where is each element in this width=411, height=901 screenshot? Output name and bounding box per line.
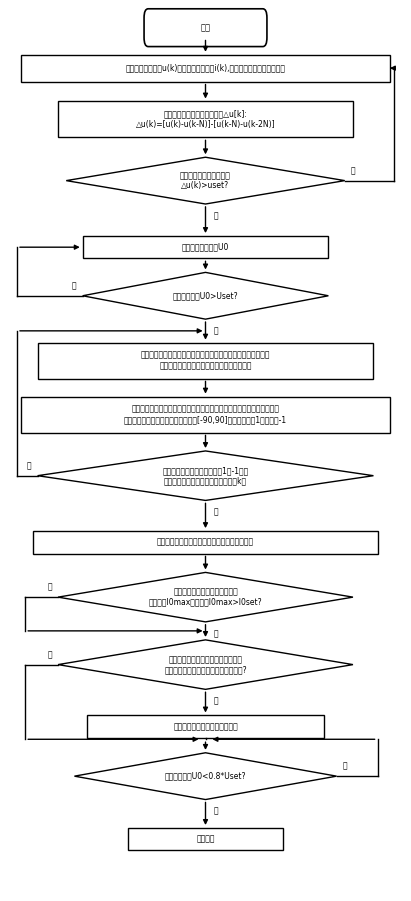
Text: 计算当前时刻零序电压突变量△u[k]:
△u(k)=[u(k)-u(k-N)]-[u(k-N)-u(k-2N)]: 计算当前时刻零序电压突变量△u[k]: △u(k)=[u(k)-u(k-N)]-… [136, 110, 275, 129]
Text: 取采样数据窗内最大峰值，以它为中心取一周波数据进行傅氏运
算，计算零序电压零序电流基波和各高频分量: 取采样数据窗内最大峰值，以它为中心取一周波数据进行傅氏运 算，计算零序电压零序电… [141, 350, 270, 370]
Text: 零序电压幅值U0>Uset?: 零序电压幅值U0>Uset? [173, 291, 238, 300]
Text: 找到幅值最大的特征频率，将各线路特征频率对应值由大到小排序，并以
首线路为参考计算相位差，相位差在[-90,90]间，置标识得1，否则为-1: 找到幅值最大的特征频率，将各线路特征频率对应值由大到小排序，并以 首线路为参考计… [124, 405, 287, 424]
Text: 计算零序电压幅值U0: 计算零序电压幅值U0 [182, 242, 229, 251]
Text: 是: 是 [214, 507, 218, 516]
Polygon shape [58, 640, 353, 689]
Text: 否: 否 [72, 281, 76, 290]
Text: 若有且仅有一条线路标识符为1或-1，且
其对应幅值大于其它线路幅值之和的k倍: 若有且仅有一条线路标识符为1或-1，且 其对应幅值大于其它线路幅值之和的k倍 [162, 466, 249, 486]
Text: 是: 是 [214, 806, 218, 815]
Text: 判定该线路为接地线路，本次为单线路接地故障: 判定该线路为接地线路，本次为单线路接地故障 [157, 538, 254, 547]
Text: 取零序电流基波幅值最大线路，
取其幅值I0max，比较：I0max>I0set?: 取零序电流基波幅值最大线路， 取其幅值I0max，比较：I0max>I0set? [149, 587, 262, 607]
Text: 否: 否 [214, 211, 218, 220]
Polygon shape [74, 752, 337, 799]
Text: 根据电压突变量启动判断
△u(k)>uset?: 根据电压突变量启动判断 △u(k)>uset? [180, 171, 231, 190]
Polygon shape [37, 450, 374, 500]
Text: 否: 否 [343, 761, 347, 770]
Polygon shape [83, 272, 328, 319]
Bar [37, 342, 374, 378]
Bar [33, 531, 378, 553]
Text: 故障返回: 故障返回 [196, 834, 215, 843]
Bar [58, 102, 353, 138]
Text: 否: 否 [27, 461, 31, 470]
Bar [87, 715, 324, 738]
Text: 是: 是 [351, 166, 356, 175]
Text: 本次接地为异名相两点接地故障: 本次接地为异名相两点接地故障 [173, 723, 238, 732]
Bar [21, 55, 390, 82]
Bar [128, 828, 283, 851]
Polygon shape [58, 572, 353, 622]
Text: 是: 是 [214, 326, 218, 335]
Text: 是: 是 [214, 696, 218, 705]
Bar [83, 236, 328, 259]
FancyBboxPatch shape [144, 9, 267, 47]
Text: 取基波零序电流幅值最大的两条线路
这两条线路基波幅值相等，且相位相反?: 取基波零序电流幅值最大的两条线路 这两条线路基波幅值相等，且相位相反? [164, 655, 247, 674]
Text: 采集系统零序电压u(k)及各线路零序电流i(k),将采样数据存储于缓冲区内: 采集系统零序电压u(k)及各线路零序电流i(k),将采样数据存储于缓冲区内 [125, 64, 286, 73]
Text: 否: 否 [47, 583, 52, 592]
Text: 开始: 开始 [201, 23, 210, 32]
Bar [21, 396, 390, 432]
Text: 否: 否 [47, 651, 52, 660]
Polygon shape [66, 158, 345, 204]
Text: 零序电压幅值U0<0.8*Uset?: 零序电压幅值U0<0.8*Uset? [165, 771, 246, 780]
Text: 是: 是 [214, 629, 218, 638]
